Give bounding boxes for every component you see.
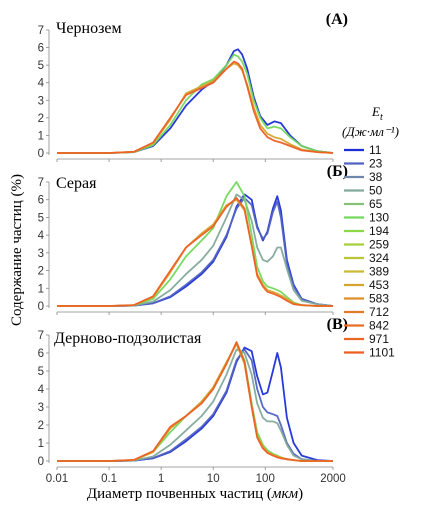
y-tick-label: 3 [38,402,44,414]
legend-label-453: 453 [369,278,389,292]
panel-title: Серая [56,175,97,192]
y-tick-label: 4 [38,384,45,396]
y-tick-label: 4 [38,78,45,90]
legend-label-1101: 1101 [369,346,395,360]
panel-label: (Б) [327,163,348,180]
y-tick-label: 2 [38,266,44,278]
y-tick-label: 7 [38,330,44,342]
legend-label-50: 50 [369,184,383,198]
series-line-130 [57,341,333,462]
panel-title: Чернозем [56,20,122,37]
y-tick-label: 6 [38,348,44,360]
y-tick-label: 3 [38,248,44,260]
y-tick-label: 1 [38,283,44,295]
y-tick-label: 7 [38,25,44,37]
y-tick-label: 5 [38,212,44,224]
legend-label-259: 259 [369,238,389,252]
series-line-130 [57,53,334,154]
y-tick-label: 6 [38,43,44,55]
legend-label-38: 38 [369,170,383,184]
legend-title-sub: t [380,112,383,123]
panel-dernovo-podzolistaya: Дерново-подзолистая (В) 0 1 2 3 4 5 6 7 0.01 0.1 1… [38,316,348,485]
legend-label-712: 712 [369,305,389,319]
x-tick-label: 100 [256,473,275,485]
y-tick-label: 4 [38,230,45,242]
y-tick-label: 1 [38,130,44,142]
legend-label-971: 971 [369,332,389,346]
y-tick-label: 2 [38,113,44,125]
y-tick-label: 0 [38,301,44,313]
y-tick-label: 5 [38,366,44,378]
series-line-453 [57,343,333,462]
y-tick-label: 0 [38,148,44,160]
legend-title-units: (Дж·мл⁻¹) [342,124,399,139]
legend-label-194: 194 [369,224,389,238]
y-tick-label: 5 [38,60,44,72]
legend-label-324: 324 [369,251,389,265]
series-line-1101 [57,60,334,154]
series-line-1101 [57,197,333,307]
legend-label-842: 842 [369,319,389,333]
series-line-11 [57,346,334,462]
x-axis-title-main: Диаметр почвенных частиц ( [87,486,272,502]
y-axis-title: Содержание частиц (%) [9,174,25,326]
panel-label: (В) [327,316,348,333]
x-tick-label: 0.1 [101,473,117,485]
y-tick-label: 2 [38,420,44,432]
series-line-1101 [57,341,333,462]
series-line-23 [57,348,333,462]
panel-title: Дерново-подзолистая [54,330,202,347]
y-tick-label: 6 [38,195,44,207]
series-line-453 [57,62,334,154]
x-axis-title-unit: мкм [271,486,299,502]
series-line-50 [57,348,333,462]
legend-label-11: 11 [369,143,382,157]
panel-seraya: Серая (Б) 0 1 2 3 4 5 6 7 [38,163,348,315]
series-line-23 [57,197,334,307]
series-line-11 [57,193,334,307]
panel-chernozem: Чернозем (A) 0 1 2 3 4 5 6 7 [38,11,348,162]
x-tick-label: 0.01 [46,473,68,485]
legend-label-130: 130 [369,211,389,225]
series-line-50 [57,193,334,307]
y-tick-label: 7 [38,177,44,189]
x-axis-title-close: ) [298,486,303,502]
series-line-11 [57,48,334,154]
x-tick-label: 1 [158,473,164,485]
panel-label: (A) [326,11,348,28]
y-tick-label: 0 [38,456,44,468]
series-line-453 [57,198,333,307]
x-tick-label: 2000 [320,473,346,485]
series-line-130 [57,181,333,307]
legend-title-symbol: Et [371,104,383,123]
x-tick-label: 10 [207,473,220,485]
legend-label-65: 65 [369,197,383,211]
y-tick-label: 1 [38,438,44,450]
legend-label-583: 583 [369,292,389,306]
legend: Et (Дж·мл⁻¹) 112338506513019425932438945… [342,104,399,360]
legend-label-23: 23 [369,157,383,171]
x-axis-title: Диаметр почвенных частиц (мкм) [87,486,303,502]
legend-label-389: 389 [369,265,389,279]
y-tick-label: 3 [38,95,44,107]
